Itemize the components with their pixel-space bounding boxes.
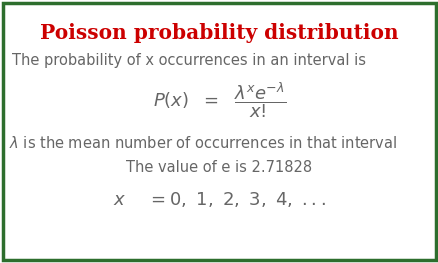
Text: $P(x)\ \ =\ \ \dfrac{\lambda^x e^{-\lambda}}{x!}$: $P(x)\ \ =\ \ \dfrac{\lambda^x e^{-\lamb…: [152, 80, 286, 120]
Text: $\lambda$ is the mean number of occurrences in that interval: $\lambda$ is the mean number of occurren…: [9, 135, 396, 151]
Text: $x$    $= 0,\ 1,\ 2,\ 3,\ 4,\ ...$: $x$ $= 0,\ 1,\ 2,\ 3,\ 4,\ ...$: [113, 190, 325, 209]
Text: The probability of x occurrences in an interval is: The probability of x occurrences in an i…: [12, 53, 365, 68]
Text: Poisson probability distribution: Poisson probability distribution: [40, 23, 398, 43]
Text: The value of e is 2.71828: The value of e is 2.71828: [126, 160, 312, 175]
